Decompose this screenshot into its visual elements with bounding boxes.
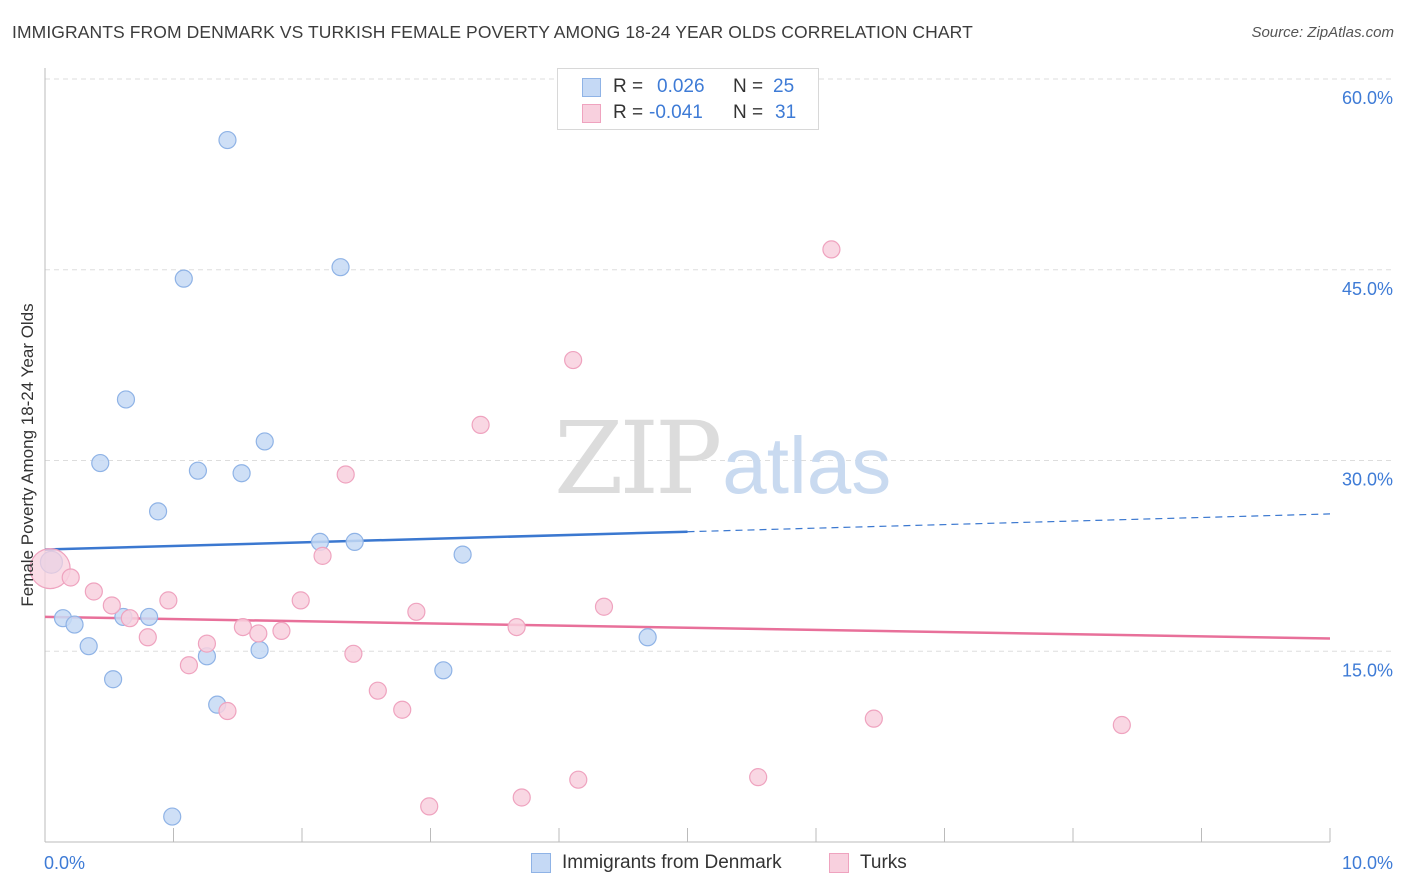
turks-point: [159, 591, 178, 610]
denmark-point: [188, 461, 208, 480]
denmark-point: [79, 637, 98, 656]
legend-r-label: R =: [613, 102, 644, 123]
chart-title: IMMIGRANTS FROM DENMARK VS TURKISH FEMAL…: [12, 22, 973, 42]
turks-point: [507, 617, 526, 637]
turks-point: [822, 240, 841, 259]
denmark-point: [174, 269, 193, 288]
turks-point: [368, 681, 387, 700]
legend-row-denmark: R = 0.026 N = 25: [558, 74, 794, 100]
legend-n-label: N =: [733, 76, 764, 97]
data-points: [29, 130, 1131, 826]
turks-point: [407, 602, 426, 621]
denmark-point: [104, 670, 123, 689]
turks-point: [749, 768, 768, 787]
x-tick-label: 10.0%: [1342, 853, 1393, 873]
denmark-point: [65, 615, 84, 634]
turks-point: [564, 350, 583, 370]
turks-point: [102, 596, 121, 615]
denmark-point: [255, 432, 274, 451]
watermark-atlas: atlas: [722, 421, 892, 510]
watermark-zip: ZIP: [554, 400, 722, 517]
denmark-point: [345, 532, 364, 551]
legend-swatch-pink: [582, 103, 601, 123]
legend-n-value: 31: [775, 102, 797, 123]
turks-point: [393, 700, 412, 719]
y-axis-label: Female Poverty Among 18-24 Year Olds: [18, 303, 37, 607]
turks-point: [272, 621, 291, 641]
denmark-point: [434, 661, 453, 680]
legend-n-value: 25: [773, 76, 795, 97]
legend-swatch-blue: [531, 853, 551, 873]
denmark-point: [218, 130, 237, 150]
denmark-point: [638, 628, 657, 647]
turks-point: [471, 415, 490, 434]
turks-point: [120, 609, 139, 628]
legend-item-denmark: Immigrants from Denmark: [531, 852, 782, 874]
stats-legend: R = 0.026 N = 25 R = -0.041 N = 31: [557, 68, 819, 130]
watermark: ZIPatlas: [554, 400, 891, 517]
turks-point: [291, 591, 310, 610]
denmark-trend-line: [44, 530, 688, 551]
turks-point: [512, 788, 531, 807]
y-tick-label: 15.0%: [1342, 660, 1393, 680]
denmark-point: [331, 258, 350, 277]
turks-point: [61, 568, 80, 587]
denmark-point: [139, 607, 159, 627]
legend-swatch-pink: [829, 853, 849, 873]
legend-swatch-blue: [582, 77, 601, 97]
legend-label-denmark: Immigrants from Denmark: [562, 852, 782, 873]
denmark-point: [116, 390, 136, 409]
turks-point: [1112, 715, 1131, 735]
legend-r-value: -0.041: [649, 102, 703, 123]
legend-item-turks: Turks: [829, 852, 907, 874]
legend-row-turks: R = -0.041 N = 31: [558, 100, 796, 126]
turks-trend-line: [44, 615, 1331, 640]
series-legend: Immigrants from Denmark Turks: [0, 852, 1406, 878]
denmark-point: [232, 464, 251, 483]
legend-n-label: N =: [733, 102, 764, 123]
turks-point: [420, 797, 439, 816]
grid-lines: [45, 78, 1394, 652]
trend-lines: [44, 513, 1331, 640]
source-label: Source: ZipAtlas.com: [1251, 24, 1394, 41]
turks-point: [218, 701, 237, 721]
axes: [44, 68, 1331, 843]
legend-r-label: R =: [613, 76, 644, 97]
turks-point: [233, 617, 252, 637]
denmark-point: [148, 502, 168, 521]
denmark-point: [453, 545, 472, 564]
turks-point: [138, 628, 157, 647]
turks-point: [197, 634, 217, 653]
legend-label-turks: Turks: [860, 852, 907, 873]
turks-point: [313, 546, 332, 565]
turks-point: [336, 465, 355, 484]
denmark-point: [250, 640, 269, 660]
turks-point: [344, 644, 363, 663]
y-tick-label: 45.0%: [1342, 279, 1393, 299]
y-tick-label: 60.0%: [1342, 88, 1393, 108]
y-tick-label: 30.0%: [1342, 470, 1393, 490]
turks-point: [179, 656, 199, 675]
turks-point: [594, 597, 614, 616]
turks-point: [569, 770, 588, 789]
denmark-point: [91, 453, 110, 473]
tick-labels: 15.0% 30.0% 45.0% 60.0% 0.0% 10.0%: [44, 88, 1393, 873]
turks-point: [84, 582, 103, 601]
turks-point: [249, 624, 268, 643]
turks-point: [864, 709, 883, 728]
denmark-point: [163, 807, 182, 826]
legend-r-value: 0.026: [657, 76, 705, 97]
x-tick-label: 0.0%: [44, 853, 85, 873]
